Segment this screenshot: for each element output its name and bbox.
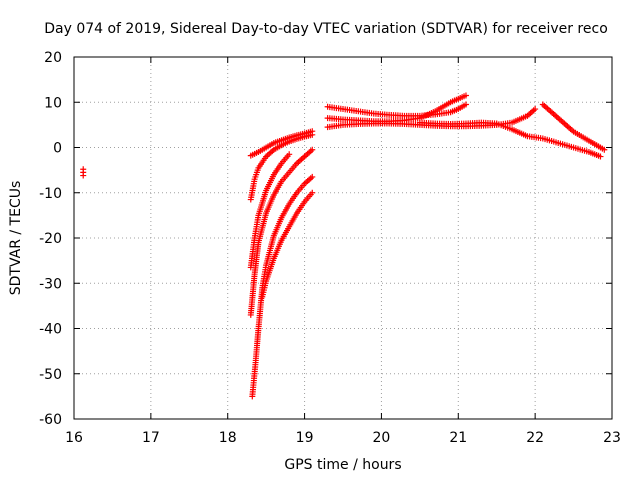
chart-title: Day 074 of 2019, Sidereal Day-to-day VTE… <box>44 21 608 37</box>
y-tick-label: 10 <box>44 95 62 111</box>
x-tick-labels: 16 17 18 19 20 21 22 23 <box>65 430 621 446</box>
x-tick-label: 16 <box>65 430 83 446</box>
y-tick-label: -10 <box>39 186 62 202</box>
x-tick-label: 19 <box>296 430 314 446</box>
data-point <box>309 173 316 180</box>
grid <box>74 57 612 419</box>
x-tick-label: 17 <box>142 430 160 446</box>
data-point <box>80 172 87 179</box>
y-tick-label: -20 <box>39 231 62 247</box>
x-tick-label: 22 <box>526 430 544 446</box>
data-point <box>601 146 608 153</box>
data-point <box>286 151 293 158</box>
x-tick-label: 21 <box>449 430 467 446</box>
data-point <box>309 131 316 138</box>
data-point <box>462 101 469 108</box>
y-tick-label: 20 <box>44 50 62 66</box>
x-tick-label: 23 <box>603 430 621 446</box>
y-tick-label: -40 <box>39 322 62 338</box>
y-tick-labels: -60 -50 -40 -30 -20 -10 0 10 20 <box>39 50 62 428</box>
data-point <box>309 189 316 196</box>
y-tick-label: 0 <box>53 141 62 157</box>
y-tick-label: -30 <box>39 276 62 292</box>
y-tick-label: -60 <box>39 412 62 428</box>
x-axis-label: GPS time / hours <box>284 457 401 473</box>
x-tick-label: 20 <box>373 430 391 446</box>
data-points <box>80 92 608 400</box>
data-point <box>309 146 316 153</box>
axis-ticks <box>73 56 613 420</box>
data-point <box>597 153 604 160</box>
data-point <box>462 92 469 99</box>
x-tick-label: 18 <box>219 430 237 446</box>
data-point <box>532 106 539 113</box>
y-axis-label: SDTVAR / TECUs <box>8 181 24 296</box>
y-tick-label: -50 <box>39 367 62 383</box>
